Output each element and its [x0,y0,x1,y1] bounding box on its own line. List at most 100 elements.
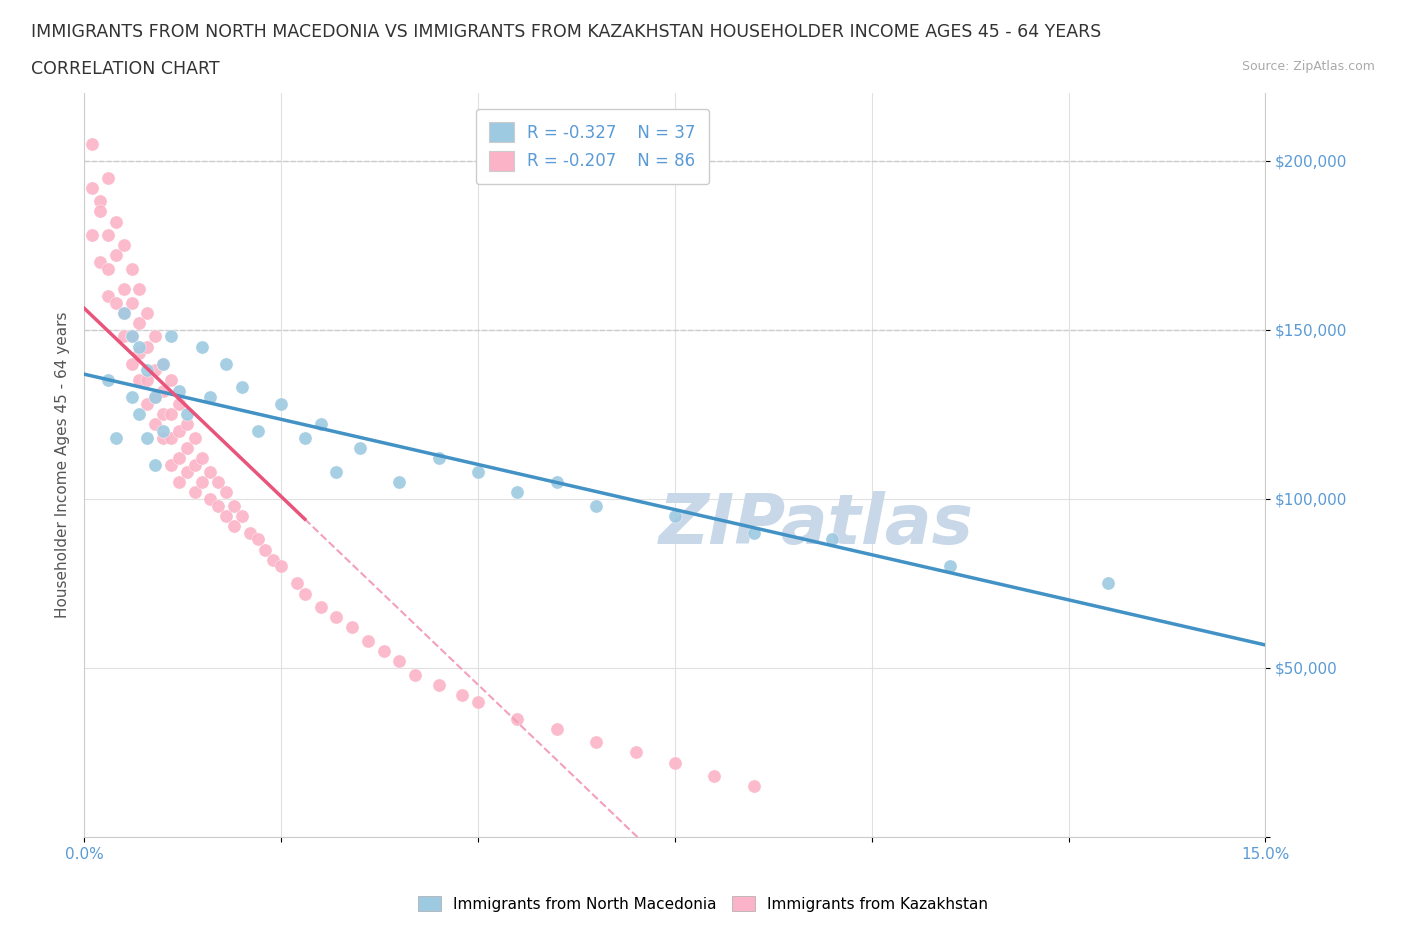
Point [270,397,292,412]
Point [136,431,159,445]
Point [112,305,135,320]
Point [104,431,127,445]
Point [1097,576,1119,591]
Point [104,214,127,229]
Point [254,542,277,557]
Point [82,180,104,195]
Point [467,695,489,710]
Point [128,339,150,354]
Text: ZIPatlas: ZIPatlas [659,491,974,558]
Point [82,228,104,243]
Point [222,498,245,513]
Point [121,390,143,405]
Point [152,431,174,445]
Point [340,620,363,635]
Point [152,356,174,371]
Point [121,329,143,344]
Point [246,424,269,439]
Point [388,474,411,489]
Point [176,406,198,421]
Point [183,458,205,472]
Point [167,397,190,412]
Point [231,379,253,394]
Point [309,600,332,615]
Point [506,711,529,726]
Point [167,451,190,466]
Point [404,667,426,682]
Point [152,383,174,398]
Point [112,305,135,320]
Point [451,687,474,702]
Point [112,282,135,297]
Point [104,295,127,310]
Point [89,204,111,219]
Point [200,464,222,479]
Point [160,458,183,472]
Point [239,525,262,540]
Point [82,137,104,152]
Point [97,170,120,185]
Point [546,474,568,489]
Point [309,417,332,432]
Point [231,509,253,524]
Text: Source: ZipAtlas.com: Source: ZipAtlas.com [1241,60,1375,73]
Point [373,644,395,658]
Point [112,238,135,253]
Point [136,305,159,320]
Point [160,329,183,344]
Legend: Immigrants from North Macedonia, Immigrants from Kazakhstan: Immigrants from North Macedonia, Immigra… [412,889,994,918]
Legend: R = -0.327    N = 37, R = -0.207    N = 86: R = -0.327 N = 37, R = -0.207 N = 86 [475,109,709,184]
Point [176,441,198,456]
Point [167,474,190,489]
Point [136,397,159,412]
Point [128,373,150,388]
Point [97,373,120,388]
Point [128,406,150,421]
Point [294,586,316,601]
Point [183,485,205,499]
Point [294,431,316,445]
Point [215,509,238,524]
Point [506,485,529,499]
Point [207,498,229,513]
Point [152,424,174,439]
Point [467,464,489,479]
Point [136,373,159,388]
Point [143,390,166,405]
Point [215,485,238,499]
Point [427,677,450,692]
Point [191,474,214,489]
Point [200,390,222,405]
Point [121,295,143,310]
Point [160,431,183,445]
Point [136,339,159,354]
Point [97,228,120,243]
Point [121,356,143,371]
Point [222,518,245,533]
Point [624,745,647,760]
Point [167,424,190,439]
Point [143,390,166,405]
Point [191,451,214,466]
Point [136,363,159,378]
Point [183,431,205,445]
Text: CORRELATION CHART: CORRELATION CHART [31,60,219,78]
Point [152,406,174,421]
Point [128,346,150,361]
Point [104,248,127,263]
Point [742,778,765,793]
Point [152,356,174,371]
Point [143,329,166,344]
Point [89,255,111,270]
Point [200,491,222,506]
Point [143,363,166,378]
Point [325,610,347,625]
Point [121,329,143,344]
Point [270,559,292,574]
Point [97,261,120,276]
Point [121,261,143,276]
Point [357,633,380,648]
Point [427,451,450,466]
Point [262,552,284,567]
Point [742,525,765,540]
